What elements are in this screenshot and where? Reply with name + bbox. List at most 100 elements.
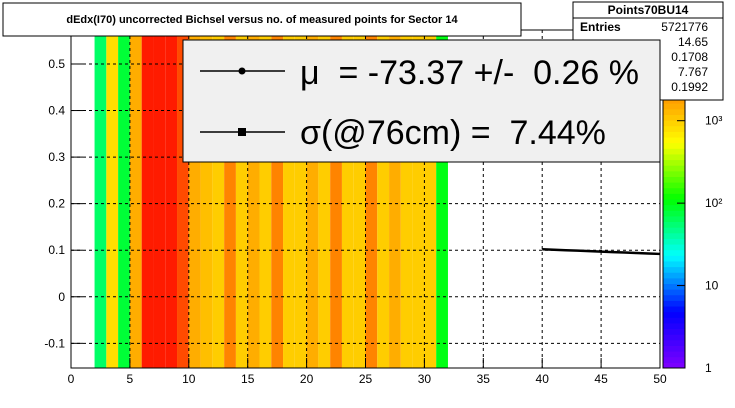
stats-value: 0.1992 bbox=[671, 80, 708, 94]
x-tick-label: 20 bbox=[300, 372, 314, 386]
legend-label: μ = -73.37 +/- 0.26 % bbox=[300, 54, 639, 92]
color-step bbox=[663, 204, 685, 211]
color-step bbox=[663, 131, 685, 138]
z-tick-label: 1 bbox=[705, 361, 712, 375]
title-box bbox=[2, 2, 522, 37]
color-step bbox=[663, 356, 685, 363]
heat-cell bbox=[412, 30, 425, 368]
legend: μ = -73.37 +/- 0.26 % σ(@76cm) = 7.44% bbox=[182, 39, 661, 163]
heat-cell bbox=[353, 30, 366, 368]
color-step bbox=[663, 362, 685, 369]
y-tick-label: 0 bbox=[58, 290, 65, 304]
color-step bbox=[663, 170, 685, 177]
color-step bbox=[663, 266, 685, 273]
x-tick-label: 50 bbox=[653, 372, 667, 386]
heat-cell bbox=[177, 30, 189, 368]
chart-title: dEdx(I70) uncorrected Bichsel versus no.… bbox=[66, 14, 458, 26]
z-tick-label: 10³ bbox=[705, 114, 722, 128]
color-step bbox=[663, 165, 685, 172]
color-step bbox=[663, 244, 685, 251]
color-step bbox=[663, 300, 685, 307]
color-step bbox=[663, 114, 685, 121]
color-step bbox=[663, 187, 685, 194]
stats-value: 5721776 bbox=[661, 20, 708, 34]
color-step bbox=[663, 199, 685, 206]
profile-line bbox=[542, 248, 661, 256]
heat-cell bbox=[377, 30, 390, 368]
color-step bbox=[663, 255, 685, 262]
color-step bbox=[663, 182, 685, 189]
color-step bbox=[663, 232, 685, 239]
color-step bbox=[663, 272, 685, 279]
color-step bbox=[663, 345, 685, 352]
heat-cell bbox=[365, 30, 378, 368]
color-step bbox=[663, 238, 685, 245]
legend-marker bbox=[238, 128, 246, 136]
color-step bbox=[663, 108, 685, 115]
z-tick-label: 10 bbox=[705, 279, 719, 293]
color-step bbox=[663, 137, 685, 144]
heat-cell bbox=[165, 30, 178, 368]
y-tick-label: -0.1 bbox=[44, 336, 65, 350]
color-step bbox=[663, 142, 685, 149]
heat-cell bbox=[294, 30, 307, 368]
heat-cell bbox=[341, 30, 354, 368]
color-step bbox=[663, 311, 685, 318]
heat-cell bbox=[94, 30, 107, 368]
x-tick-label: 25 bbox=[359, 372, 373, 386]
heat-cell bbox=[318, 30, 331, 368]
heat-cell bbox=[400, 30, 413, 368]
heat-cell bbox=[129, 30, 142, 368]
color-step bbox=[663, 322, 685, 330]
legend-frame bbox=[182, 39, 661, 163]
heat-cell bbox=[118, 30, 130, 368]
heat-cell bbox=[224, 30, 236, 368]
color-step bbox=[663, 120, 685, 127]
heat-cell bbox=[283, 30, 295, 368]
x-tick-label: 40 bbox=[536, 372, 550, 386]
color-step bbox=[663, 159, 685, 166]
z-tick-label: 10² bbox=[705, 196, 722, 210]
heat-cell bbox=[436, 30, 448, 368]
x-tick-label: 5 bbox=[127, 372, 134, 386]
color-step bbox=[663, 153, 685, 161]
x-tick-label: 45 bbox=[594, 372, 608, 386]
heat-cell bbox=[259, 30, 272, 368]
color-step bbox=[663, 306, 685, 313]
heat-cell bbox=[106, 30, 119, 368]
x-tick-label: 15 bbox=[241, 372, 255, 386]
color-step bbox=[663, 148, 685, 155]
heat-cell bbox=[306, 30, 319, 368]
color-step bbox=[663, 215, 685, 223]
color-step bbox=[663, 294, 685, 301]
color-step bbox=[663, 249, 685, 256]
color-step bbox=[663, 339, 685, 346]
heat-cell bbox=[188, 30, 201, 368]
color-step bbox=[663, 260, 685, 268]
heat-cell bbox=[141, 30, 154, 368]
stats-label: Entries bbox=[580, 20, 621, 34]
y-tick-label: 0.3 bbox=[48, 150, 65, 164]
heat-cell bbox=[330, 30, 342, 368]
color-step bbox=[663, 328, 685, 335]
x-tick-label: 0 bbox=[68, 372, 75, 386]
heat-cell bbox=[235, 30, 248, 368]
stats-value: 7.767 bbox=[678, 65, 708, 79]
color-step bbox=[663, 221, 685, 228]
y-tick-label: 0.2 bbox=[48, 197, 65, 211]
heat-cell bbox=[153, 30, 166, 368]
legend-marker bbox=[238, 67, 246, 75]
color-step bbox=[663, 193, 685, 200]
color-step bbox=[663, 283, 685, 290]
color-step bbox=[663, 289, 685, 296]
color-step bbox=[663, 125, 685, 132]
plot-area: 0 5 10 15 20 25 30 35 40 45 50 -0.1 0 0.1 0.2 0.3 0.4 0.5 bbox=[44, 29, 667, 386]
color-step bbox=[663, 227, 685, 234]
heat-cell bbox=[200, 30, 213, 368]
y-tick-label: 0.4 bbox=[48, 104, 65, 118]
heat-cell bbox=[271, 30, 284, 368]
stats-title: Points70BU14 bbox=[608, 3, 689, 17]
heat-cell bbox=[389, 30, 401, 368]
